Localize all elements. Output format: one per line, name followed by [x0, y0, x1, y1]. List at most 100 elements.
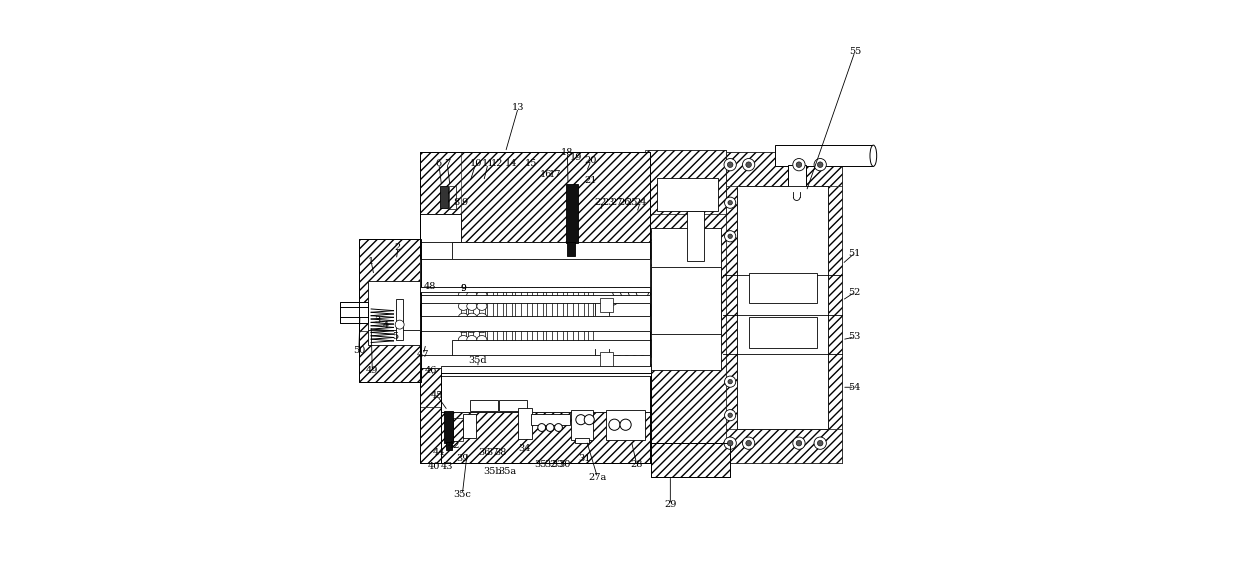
Text: 15: 15 [525, 159, 537, 168]
Circle shape [724, 376, 735, 387]
Bar [420, 355, 650, 368]
Text: 51: 51 [848, 248, 861, 257]
Bar [358, 332, 422, 382]
Circle shape [813, 437, 826, 450]
Bar [420, 259, 650, 356]
Ellipse shape [459, 313, 469, 321]
Bar [578, 259, 584, 353]
Text: 18: 18 [562, 148, 574, 157]
Ellipse shape [459, 291, 469, 299]
Bar [420, 295, 650, 303]
Text: 3: 3 [374, 316, 381, 325]
Bar [341, 302, 368, 323]
Bar [568, 242, 575, 256]
Ellipse shape [466, 324, 477, 333]
Bar [368, 330, 420, 345]
Bar [453, 339, 651, 356]
Circle shape [743, 158, 755, 171]
Bar [441, 370, 651, 413]
Bar [444, 411, 453, 443]
Text: 47: 47 [417, 350, 429, 359]
Bar [358, 239, 422, 382]
Bar [441, 396, 651, 413]
Bar [341, 302, 358, 323]
Text: 30: 30 [558, 460, 570, 469]
Ellipse shape [459, 336, 469, 344]
Circle shape [629, 356, 641, 368]
Bar [651, 267, 720, 334]
Bar [479, 259, 485, 353]
Ellipse shape [477, 302, 487, 310]
Bar [600, 352, 613, 366]
Circle shape [745, 162, 751, 167]
Text: 17: 17 [549, 170, 562, 179]
Text: 5: 5 [392, 332, 398, 342]
Circle shape [575, 415, 585, 425]
Bar [420, 152, 650, 463]
Text: 16: 16 [539, 170, 552, 179]
Bar [453, 242, 651, 259]
Circle shape [629, 286, 641, 298]
Bar [657, 178, 718, 211]
Text: 43: 43 [440, 462, 453, 471]
Ellipse shape [459, 302, 469, 310]
Text: 12: 12 [491, 159, 503, 168]
Circle shape [554, 424, 563, 432]
Bar [649, 149, 727, 214]
Bar [575, 438, 589, 443]
Bar [500, 400, 527, 411]
Bar [470, 400, 498, 411]
Bar [537, 259, 543, 353]
Bar [516, 259, 521, 353]
Bar [565, 184, 578, 243]
Bar [517, 408, 532, 439]
Text: 55: 55 [848, 47, 861, 56]
Circle shape [728, 441, 733, 446]
Text: 14: 14 [505, 159, 518, 168]
Circle shape [743, 437, 755, 450]
Bar [420, 356, 650, 407]
Bar [460, 259, 466, 353]
Bar [397, 300, 403, 339]
Text: 39: 39 [456, 454, 469, 463]
Text: 8: 8 [453, 198, 459, 207]
Ellipse shape [466, 336, 477, 344]
Text: 29: 29 [665, 500, 677, 509]
Bar [570, 410, 593, 441]
Text: 45: 45 [432, 391, 444, 400]
Text: 32: 32 [544, 460, 557, 469]
Circle shape [613, 286, 625, 298]
Text: 20: 20 [585, 156, 598, 165]
Circle shape [728, 201, 733, 205]
Bar [775, 145, 873, 166]
Bar [527, 259, 532, 353]
Text: 24: 24 [634, 198, 646, 207]
Text: 22: 22 [595, 198, 608, 207]
Circle shape [792, 437, 805, 450]
Circle shape [817, 441, 823, 446]
Circle shape [609, 419, 620, 430]
Circle shape [396, 320, 404, 329]
Bar [449, 186, 455, 210]
Text: 27: 27 [610, 198, 622, 207]
Bar [546, 259, 552, 353]
Bar [828, 186, 842, 429]
Bar [420, 152, 460, 214]
Text: 13: 13 [512, 103, 525, 112]
Circle shape [724, 230, 735, 242]
Bar [651, 228, 720, 370]
Bar [749, 318, 817, 348]
Text: 44: 44 [433, 448, 445, 457]
Text: 27a: 27a [589, 473, 606, 482]
Circle shape [584, 415, 594, 425]
Bar [420, 152, 650, 242]
Text: 37: 37 [486, 448, 498, 457]
Text: 31: 31 [578, 454, 590, 463]
Circle shape [796, 441, 802, 446]
Bar [651, 443, 730, 477]
Bar [420, 316, 650, 332]
Bar [420, 214, 460, 242]
Bar [557, 259, 563, 353]
Circle shape [636, 356, 649, 368]
Text: 25: 25 [625, 198, 637, 207]
